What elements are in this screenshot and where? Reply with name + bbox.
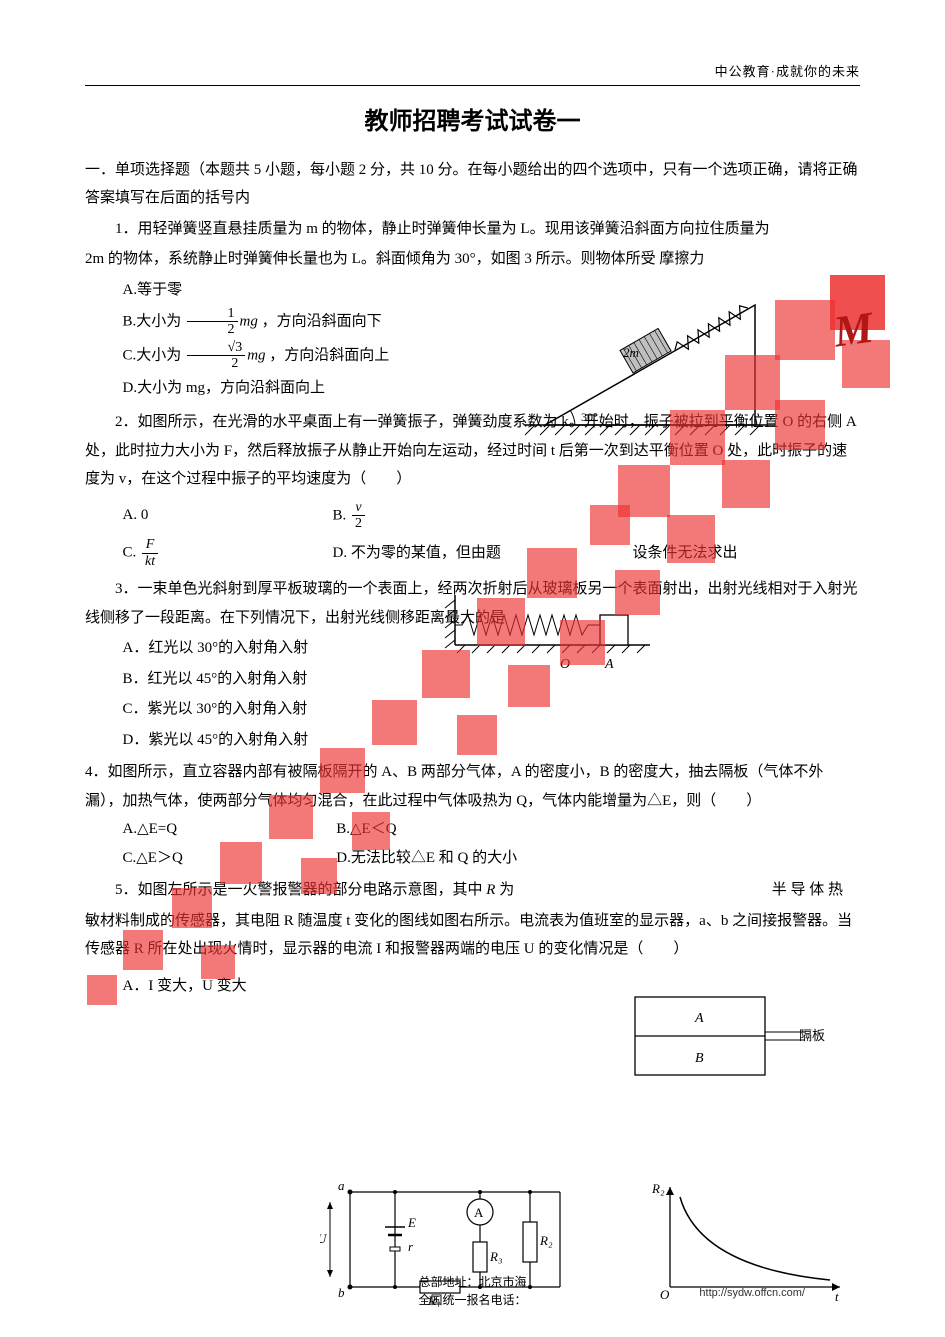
- label-a: A: [604, 657, 614, 672]
- label-a: A: [694, 1011, 704, 1026]
- label-partition: 隔板: [799, 1024, 825, 1049]
- label-u: U: [320, 1231, 328, 1246]
- q4-options-row1: A.△E=Q B.△E＜Q: [85, 815, 860, 844]
- q3-option-c: C．紫光以 30°的入射角入射: [85, 695, 860, 724]
- frac-den: kt: [142, 554, 158, 569]
- q1-optb-fraction: 1 2: [187, 306, 238, 338]
- optb-prefix: B.: [333, 507, 347, 523]
- block-label: 2m: [623, 345, 639, 360]
- label-o: O: [560, 657, 570, 672]
- frac-tail: mg: [247, 347, 265, 363]
- q2-option-d-tail: 设条件无法求出: [633, 539, 738, 568]
- header-brand: 中公教育·成就你的未来: [715, 60, 860, 85]
- frac-den: 2: [187, 322, 238, 337]
- q2-option-row2: C. F kt D. 不为零的某值，但由题 设条件无法求出: [85, 537, 860, 569]
- q2-option-row1: A. 0 B. v 2: [85, 500, 860, 532]
- frac-den: 2: [352, 516, 365, 531]
- q4-option-a: A.△E=Q: [123, 815, 333, 844]
- q4-stem: 4．如图所示，直立容器内部有被隔板隔开的 A、B 两部分气体，A 的密度小，B …: [85, 758, 860, 815]
- q2-option-b: B. v 2: [333, 500, 503, 532]
- q5-text-tail: 半 导 体 热: [772, 882, 843, 898]
- q1-stem-line2: 2m 的物体，系统静止时弹簧伸长量也为 L。斜面倾角为 30°，如图 3 所示。…: [85, 245, 860, 274]
- label-r: r: [408, 1239, 414, 1254]
- q2-option-c: C. F kt: [123, 537, 293, 569]
- q4-figure-container: A B 隔板: [630, 992, 815, 1082]
- frac-num: √3: [187, 340, 245, 356]
- q2-option-d: D. 不为零的某值，但由题: [333, 539, 593, 568]
- label-r2: R₂: [539, 1233, 553, 1248]
- optc-prefix: C.: [123, 545, 137, 561]
- label-ammeter: A: [474, 1205, 484, 1220]
- q5-stem-line2: 敏材料制成的传感器，其电阻 R 随温度 t 变化的图线如图右所示。电流表为值班室…: [85, 907, 860, 964]
- label-r3: R₃: [489, 1249, 502, 1264]
- frac-num: F: [142, 537, 158, 553]
- frac-num: 1: [187, 306, 238, 322]
- q5-stem-line1: 5．如图左所示是一火警报警器的部分电路示意图，其中 R 为 半 导 体 热: [85, 876, 860, 905]
- graph-y-label: R₂: [651, 1181, 665, 1196]
- q4-option-d: D.无法比较△E 和 Q 的大小: [336, 844, 517, 873]
- q1-stem-line1: 1．用轻弹簧竖直悬挂质量为 m 的物体，静止时弹簧伸长量为 L。现用该弹簧沿斜面…: [85, 215, 860, 244]
- q1-optb-suffix: ，方向沿斜面向下: [262, 313, 382, 329]
- q1-optc-suffix: ，方向沿斜面向上: [269, 347, 389, 363]
- q1-optc-fraction: √3 2: [187, 340, 245, 372]
- q4-option-b: B.△E＜Q: [336, 815, 506, 844]
- q5-text: 为: [495, 882, 514, 898]
- frac-tail: mg: [240, 313, 258, 329]
- q4-options-row2: C.△E＞Q D.无法比较△E 和 Q 的大小: [85, 844, 860, 873]
- label-a: a: [338, 1178, 345, 1193]
- q1-optc-prefix: C.大小为: [123, 347, 182, 363]
- label-e: E: [407, 1215, 416, 1230]
- section-1-heading: 一．单项选择题（本题共 5 小题，每小题 2 分，共 10 分。在每小题给出的四…: [85, 156, 860, 213]
- header-rule: [85, 85, 860, 86]
- page-title: 教师招聘考试试卷一: [85, 100, 860, 146]
- q4-option-c: C.△E＞Q: [123, 844, 333, 873]
- q2-option-a: A. 0: [123, 501, 293, 530]
- frac-num: v: [352, 500, 365, 516]
- label-b: B: [695, 1051, 704, 1066]
- footer-url: http://sydw.offcn.com/: [699, 1285, 805, 1302]
- q1-optb-prefix: B.大小为: [123, 313, 182, 329]
- frac-den: 2: [187, 356, 245, 371]
- q1-figure-incline: 30° 2m: [515, 275, 895, 455]
- q2-optb-fraction: v 2: [352, 500, 365, 532]
- q3-option-d: D．紫光以 45°的入射角入射: [85, 726, 860, 755]
- q2-figure-spring: O A: [440, 590, 660, 680]
- page-footer: 总部地址：北京市海 全国统一报名电话： http://sydw.offcn.co…: [0, 1273, 945, 1309]
- q5-text: 5．如图左所示是一火警报警器的部分电路示意图，其中: [115, 882, 486, 898]
- q2-optc-fraction: F kt: [142, 537, 158, 569]
- angle-label: 30°: [581, 410, 598, 424]
